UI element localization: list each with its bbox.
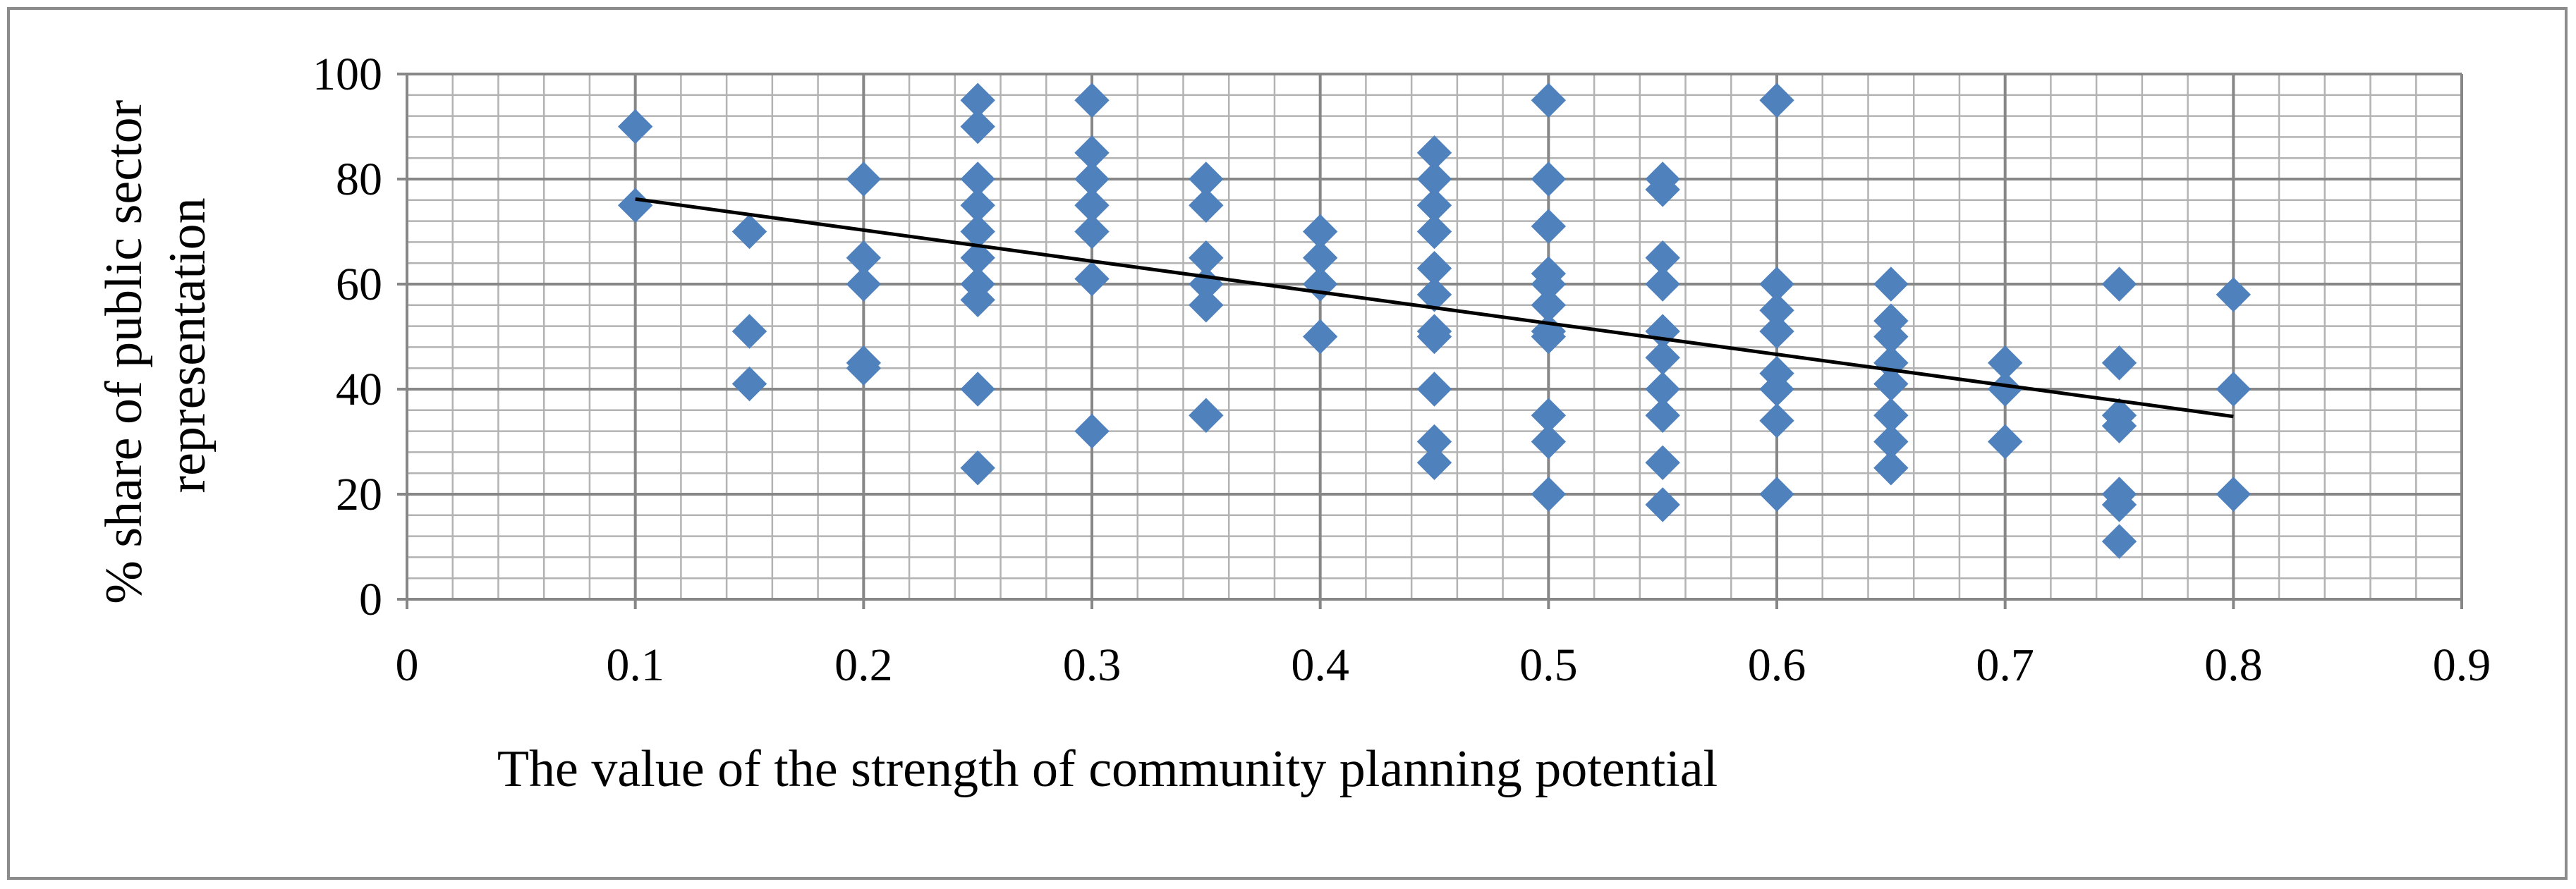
data-point bbox=[846, 266, 882, 302]
y-tick-label: 40 bbox=[336, 364, 382, 415]
data-point bbox=[1416, 372, 1452, 407]
x-axis-title: The value of the strength of community p… bbox=[497, 740, 1718, 798]
data-point bbox=[1531, 82, 1567, 118]
data-point bbox=[960, 372, 995, 407]
data-point bbox=[1645, 172, 1680, 207]
data-point bbox=[1759, 314, 1794, 349]
x-tick-label: 0 bbox=[396, 639, 419, 691]
x-tick-label: 0.5 bbox=[1519, 639, 1578, 691]
y-axis-title: % share of public sector representation bbox=[95, 87, 217, 604]
chart-frame bbox=[7, 7, 2568, 880]
data-point bbox=[1645, 340, 1680, 376]
y-axis-title-line-2: representation bbox=[159, 197, 217, 493]
x-tick-label: 0.1 bbox=[606, 639, 664, 691]
y-tick-label: 100 bbox=[312, 49, 382, 100]
data-point bbox=[2101, 408, 2137, 443]
data-point bbox=[2216, 372, 2252, 407]
data-point bbox=[1873, 450, 1909, 486]
data-points bbox=[617, 82, 2252, 559]
data-point bbox=[2101, 345, 2137, 381]
data-point bbox=[1531, 319, 1567, 355]
y-tick-label: 80 bbox=[336, 154, 382, 205]
data-point bbox=[846, 350, 882, 386]
data-point bbox=[1645, 266, 1680, 302]
y-tick-label: 60 bbox=[336, 259, 382, 310]
data-point bbox=[1645, 487, 1680, 522]
data-point bbox=[1873, 266, 1909, 302]
data-point bbox=[1302, 266, 1338, 302]
data-point bbox=[1987, 424, 2023, 460]
x-tick-label: 0.8 bbox=[2204, 639, 2263, 691]
trendline bbox=[635, 197, 2234, 419]
x-axis-tick-labels: 0 0.1 0.2 0.3 0.4 0.5 0.6 0.7 0.8 0.9 bbox=[396, 639, 2491, 691]
x-tick-label: 0.3 bbox=[1063, 639, 1122, 691]
data-point bbox=[1531, 477, 1567, 512]
data-point bbox=[1189, 398, 1224, 433]
data-point bbox=[1074, 214, 1110, 250]
data-point bbox=[731, 314, 767, 349]
data-point bbox=[1645, 398, 1680, 433]
y-tick-label: 20 bbox=[336, 469, 382, 520]
data-point bbox=[1416, 445, 1452, 481]
data-point bbox=[2216, 477, 2252, 512]
x-tick-label: 0.7 bbox=[1976, 639, 2034, 691]
y-tick-label: 0 bbox=[359, 574, 382, 625]
data-point bbox=[2101, 524, 2137, 559]
x-tick-label: 0.4 bbox=[1291, 639, 1349, 691]
data-point bbox=[1074, 413, 1110, 449]
data-point bbox=[2101, 266, 2137, 302]
data-point bbox=[1987, 372, 2023, 407]
x-tick-label: 0.6 bbox=[1748, 639, 1806, 691]
data-point bbox=[1645, 445, 1680, 481]
data-point bbox=[731, 366, 767, 402]
data-point bbox=[1416, 319, 1452, 355]
data-point bbox=[1189, 188, 1224, 223]
data-point bbox=[1759, 477, 1794, 512]
data-point bbox=[960, 450, 995, 486]
data-point bbox=[1759, 403, 1794, 439]
data-point bbox=[1189, 288, 1224, 323]
data-point bbox=[617, 188, 653, 223]
x-tick-label: 0.2 bbox=[834, 639, 893, 691]
axes bbox=[397, 73, 2463, 609]
data-point bbox=[1759, 82, 1794, 118]
data-point bbox=[1531, 209, 1567, 244]
data-point bbox=[2101, 487, 2137, 522]
data-point bbox=[1531, 161, 1567, 197]
data-point bbox=[1416, 214, 1452, 250]
data-point bbox=[960, 282, 995, 318]
x-tick-label: 0.9 bbox=[2433, 639, 2491, 691]
y-axis-tick-labels: 0 20 40 60 80 100 bbox=[312, 49, 382, 625]
data-point bbox=[1074, 261, 1110, 297]
data-point bbox=[1302, 319, 1338, 355]
data-point bbox=[1531, 424, 1567, 460]
data-point bbox=[846, 161, 882, 197]
trendline-group bbox=[635, 197, 2234, 419]
data-point bbox=[2216, 277, 2252, 312]
data-point bbox=[1416, 277, 1452, 312]
data-point bbox=[731, 214, 767, 250]
data-point bbox=[1074, 82, 1110, 118]
data-point bbox=[960, 109, 995, 145]
data-point bbox=[617, 109, 653, 145]
y-axis-title-line-1: % share of public sector bbox=[95, 100, 153, 604]
